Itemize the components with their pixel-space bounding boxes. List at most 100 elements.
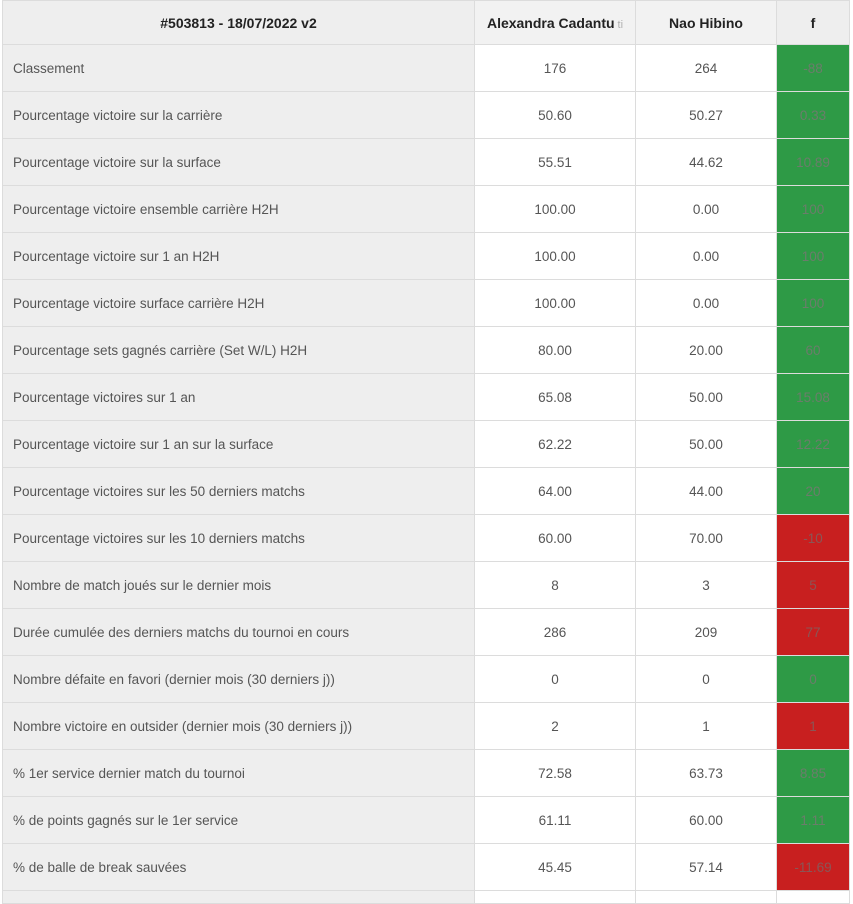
match-title-header: #503813 - 18/07/2022 v2 bbox=[2, 0, 475, 45]
player1-value: 80.00 bbox=[474, 326, 636, 374]
player2-value: 0 bbox=[635, 655, 777, 703]
stat-label: Pourcentage sets gagnés carrière (Set W/… bbox=[2, 326, 475, 374]
table-row: Nombre de match joués sur le dernier moi… bbox=[2, 561, 850, 609]
stat-label: Pourcentage victoire sur la carrière bbox=[2, 91, 475, 139]
player2-value: 70.00 bbox=[635, 514, 777, 562]
diff-value: 5 bbox=[776, 561, 850, 609]
player2-value: 1 bbox=[635, 702, 777, 750]
diff-value: 10.89 bbox=[776, 138, 850, 186]
table-row: Pourcentage sets gagnés carrière (Set W/… bbox=[2, 326, 850, 374]
stat-label: Pourcentage victoires sur les 10 dernier… bbox=[2, 514, 475, 562]
stat-label: Nombre victoire en outsider (dernier moi… bbox=[2, 702, 475, 750]
player1-value: 50.60 bbox=[474, 91, 636, 139]
player1-value: 0 bbox=[474, 655, 636, 703]
table-row: Pourcentage victoire sur la carrière 50.6… bbox=[2, 91, 850, 139]
table-row: Pourcentage victoire ensemble carrière H… bbox=[2, 185, 850, 233]
player1-name: Alexandra Cadantu bbox=[486, 14, 615, 31]
player2-value: 44.00 bbox=[635, 467, 777, 515]
table-row: Pourcentage victoires sur les 50 dernier… bbox=[2, 467, 850, 515]
diff-value: 0 bbox=[776, 655, 850, 703]
diff-value: 100 bbox=[776, 185, 850, 233]
player1-value: 45.45 bbox=[474, 843, 636, 891]
stat-label: Nombre de match joués sur le dernier moi… bbox=[2, 561, 475, 609]
stat-label: Pourcentage victoire ensemble carrière H… bbox=[2, 185, 475, 233]
player1-value: 100.00 bbox=[474, 232, 636, 280]
table-row: Pourcentage victoires sur 1 an 65.08 50.00… bbox=[2, 373, 850, 421]
diff-value: 1.11 bbox=[776, 796, 850, 844]
diff-value: -10 bbox=[776, 514, 850, 562]
diff-header: f bbox=[776, 0, 850, 45]
table-row: % 1er service dernier match du tournoi 72… bbox=[2, 749, 850, 797]
stat-label: Pourcentage victoire sur 1 an H2H bbox=[2, 232, 475, 280]
player2-value: 63.73 bbox=[635, 749, 777, 797]
player1-value: 176 bbox=[474, 44, 636, 92]
stat-label: % de points gagnés sur le 1er service bbox=[2, 796, 475, 844]
player1-value: 62.22 bbox=[474, 420, 636, 468]
stat-label: Pourcentage victoires sur 1 an bbox=[2, 373, 475, 421]
diff-value: 0.33 bbox=[776, 91, 850, 139]
player2-value: 57.14 bbox=[635, 843, 777, 891]
table-body: Classement 176 264 -88 Pourcentage victoire … bbox=[2, 44, 850, 904]
player1-value: 2 bbox=[474, 702, 636, 750]
diff-value: 20 bbox=[776, 467, 850, 515]
table-row: % de balle de break sauvées 45.45 57.14 -11… bbox=[2, 843, 850, 891]
player2-value: 20.00 bbox=[635, 326, 777, 374]
diff-column-title: f bbox=[810, 14, 816, 31]
match-title: #503813 - 18/07/2022 v2 bbox=[160, 14, 317, 31]
diff-value: 60 bbox=[776, 326, 850, 374]
player1-value: 286 bbox=[474, 608, 636, 656]
stat-label: Pourcentage victoire surface carrière H2… bbox=[2, 279, 475, 327]
table-row-partial bbox=[2, 890, 850, 904]
player1-tag: ti bbox=[617, 18, 624, 31]
player1-value: 60.00 bbox=[474, 514, 636, 562]
table-header-row: #503813 - 18/07/2022 v2 Alexandra Cadant… bbox=[2, 0, 850, 45]
player1-value: 8 bbox=[474, 561, 636, 609]
player1-value: 55.51 bbox=[474, 138, 636, 186]
player2-value: 50.00 bbox=[635, 373, 777, 421]
table-row: % de points gagnés sur le 1er service 61.… bbox=[2, 796, 850, 844]
player2-value: 0.00 bbox=[635, 279, 777, 327]
player1-value: 65.08 bbox=[474, 373, 636, 421]
player2-value: 50.00 bbox=[635, 420, 777, 468]
diff-value: 8.85 bbox=[776, 749, 850, 797]
diff-value: 12.22 bbox=[776, 420, 850, 468]
player2-value: 44.62 bbox=[635, 138, 777, 186]
table-row: Pourcentage victoires sur les 10 dernier… bbox=[2, 514, 850, 562]
partial-cell bbox=[2, 890, 475, 904]
diff-value: 100 bbox=[776, 279, 850, 327]
player2-header: Nao Hibino bbox=[635, 0, 777, 45]
player2-value: 0.00 bbox=[635, 232, 777, 280]
stat-label: % de balle de break sauvées bbox=[2, 843, 475, 891]
partial-cell bbox=[635, 890, 777, 904]
stat-label: Pourcentage victoires sur les 50 dernier… bbox=[2, 467, 475, 515]
diff-value: 100 bbox=[776, 232, 850, 280]
stat-label: Nombre défaite en favori (dernier mois (… bbox=[2, 655, 475, 703]
player1-header: Alexandra Cadantu ti bbox=[474, 0, 636, 45]
player1-value: 100.00 bbox=[474, 185, 636, 233]
table-row: Durée cumulée des derniers matchs du tou… bbox=[2, 608, 850, 656]
stat-label: Pourcentage victoire sur la surface bbox=[2, 138, 475, 186]
player2-value: 50.27 bbox=[635, 91, 777, 139]
player1-value: 100.00 bbox=[474, 279, 636, 327]
table-row: Classement 176 264 -88 bbox=[2, 44, 850, 92]
stat-label: Pourcentage victoire sur 1 an sur la sur… bbox=[2, 420, 475, 468]
table-row: Pourcentage victoire sur 1 an sur la sur… bbox=[2, 420, 850, 468]
player2-name: Nao Hibino bbox=[669, 14, 743, 31]
partial-cell bbox=[474, 890, 636, 904]
table-row: Pourcentage victoire sur 1 an H2H 100.00 0… bbox=[2, 232, 850, 280]
table-row: Pourcentage victoire surface carrière H2… bbox=[2, 279, 850, 327]
stat-label: Durée cumulée des derniers matchs du tou… bbox=[2, 608, 475, 656]
diff-value: 15.08 bbox=[776, 373, 850, 421]
player1-value: 61.11 bbox=[474, 796, 636, 844]
diff-value: 77 bbox=[776, 608, 850, 656]
table-row: Nombre défaite en favori (dernier mois (… bbox=[2, 655, 850, 703]
player2-value: 60.00 bbox=[635, 796, 777, 844]
table-row: Nombre victoire en outsider (dernier moi… bbox=[2, 702, 850, 750]
player2-value: 264 bbox=[635, 44, 777, 92]
stat-label: Classement bbox=[2, 44, 475, 92]
table-row: Pourcentage victoire sur la surface 55.51… bbox=[2, 138, 850, 186]
player1-value: 64.00 bbox=[474, 467, 636, 515]
player2-value: 3 bbox=[635, 561, 777, 609]
stat-label: % 1er service dernier match du tournoi bbox=[2, 749, 475, 797]
